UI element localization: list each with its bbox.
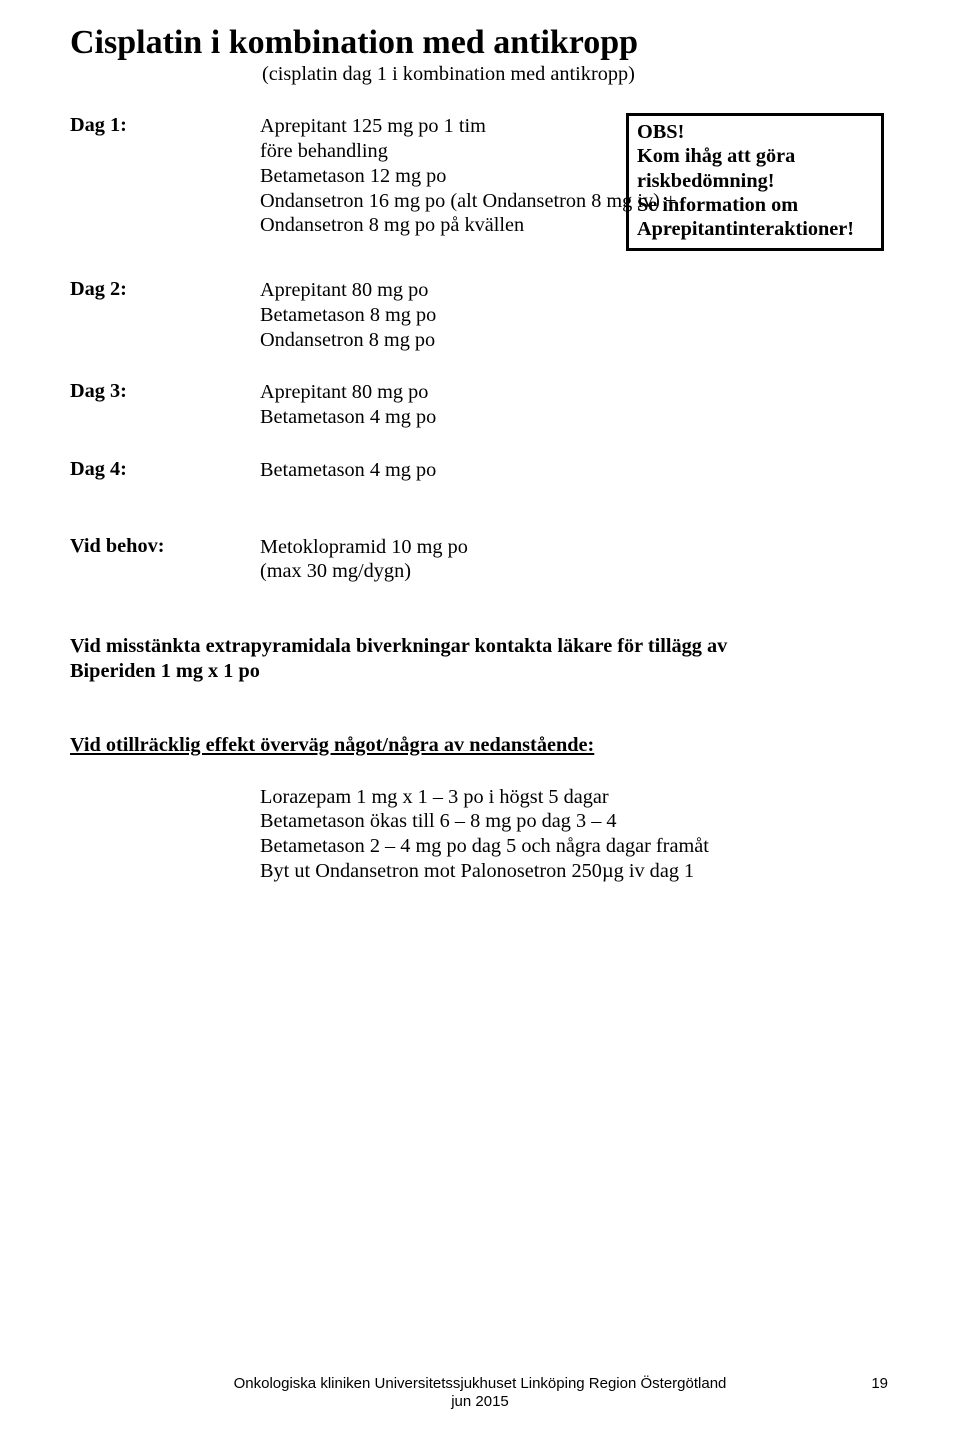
day2-body: Aprepitant 80 mg po Betametason 8 mg po …: [260, 278, 436, 352]
day1-line: Ondansetron 8 mg po på kvällen: [260, 213, 676, 238]
day1-line: Aprepitant 125 mg po 1 tim: [260, 114, 676, 139]
callout-line: Aprepitantinteraktioner!: [637, 217, 873, 241]
callout-line: riskbedömning!: [637, 169, 873, 193]
bottom-line: Lorazepam 1 mg x 1 – 3 po i högst 5 daga…: [260, 785, 890, 810]
para-otillracklig: Vid otillräcklig effekt överväg något/nå…: [70, 734, 890, 757]
day2-label: Dag 2:: [70, 278, 260, 301]
day2-line: Aprepitant 80 mg po: [260, 278, 436, 303]
vid-behov-line: (max 30 mg/dygn): [260, 559, 468, 584]
day3-block: Dag 3: Aprepitant 80 mg po Betametason 4…: [70, 380, 890, 430]
day4-body: Betametason 4 mg po: [260, 458, 436, 483]
para-line: Biperiden 1 mg x 1 po: [70, 659, 890, 684]
day1-line: Betametason 12 mg po: [260, 164, 676, 189]
footer-line: jun 2015: [234, 1393, 727, 1412]
vid-behov-block: Vid behov: Metoklopramid 10 mg po (max 3…: [70, 535, 890, 585]
callout-box: OBS! Kom ihåg att göra riskbedömning! Se…: [626, 113, 884, 251]
bottom-line: Betametason 2 – 4 mg po dag 5 och några …: [260, 834, 890, 859]
day3-label: Dag 3:: [70, 380, 260, 403]
footer-text: Onkologiska kliniken Universitetssjukhus…: [234, 1375, 727, 1413]
bottom-list: Lorazepam 1 mg x 1 – 3 po i högst 5 daga…: [260, 785, 890, 884]
day3-line: Aprepitant 80 mg po: [260, 380, 436, 405]
day4-label: Dag 4:: [70, 458, 260, 481]
page: Cisplatin i kombination med antikropp (c…: [0, 0, 960, 1442]
day4-line: Betametason 4 mg po: [260, 458, 436, 483]
page-subtitle: (cisplatin dag 1 i kombination med antik…: [262, 63, 890, 86]
day2-block: Dag 2: Aprepitant 80 mg po Betametason 8…: [70, 278, 890, 352]
para-line: Vid misstänkta extrapyramidala biverknin…: [70, 634, 890, 659]
bottom-line: Byt ut Ondansetron mot Palonosetron 250µ…: [260, 859, 890, 884]
day2-line: Ondansetron 8 mg po: [260, 328, 436, 353]
page-footer: Onkologiska kliniken Universitetssjukhus…: [0, 1375, 960, 1413]
footer-page-number: 19: [871, 1375, 888, 1392]
callout-line: Se information om: [637, 193, 873, 217]
footer-line: Onkologiska kliniken Universitetssjukhus…: [234, 1375, 727, 1394]
day1-line: Ondansetron 16 mg po (alt Ondansetron 8 …: [260, 189, 676, 214]
callout-line: Kom ihåg att göra: [637, 144, 873, 168]
day1-body: Aprepitant 125 mg po 1 tim före behandli…: [260, 114, 676, 238]
day1-label: Dag 1:: [70, 114, 260, 137]
vid-behov-label: Vid behov:: [70, 535, 260, 558]
page-title: Cisplatin i kombination med antikropp: [70, 24, 890, 61]
day3-line: Betametason 4 mg po: [260, 405, 436, 430]
day2-line: Betametason 8 mg po: [260, 303, 436, 328]
day4-block: Dag 4: Betametason 4 mg po: [70, 458, 890, 483]
vid-behov-line: Metoklopramid 10 mg po: [260, 535, 468, 560]
bottom-line: Betametason ökas till 6 – 8 mg po dag 3 …: [260, 809, 890, 834]
day1-line: före behandling: [260, 139, 676, 164]
day3-body: Aprepitant 80 mg po Betametason 4 mg po: [260, 380, 436, 430]
para-biverkningar: Vid misstänkta extrapyramidala biverknin…: [70, 634, 890, 684]
vid-behov-body: Metoklopramid 10 mg po (max 30 mg/dygn): [260, 535, 468, 585]
callout-line: OBS!: [637, 120, 873, 144]
